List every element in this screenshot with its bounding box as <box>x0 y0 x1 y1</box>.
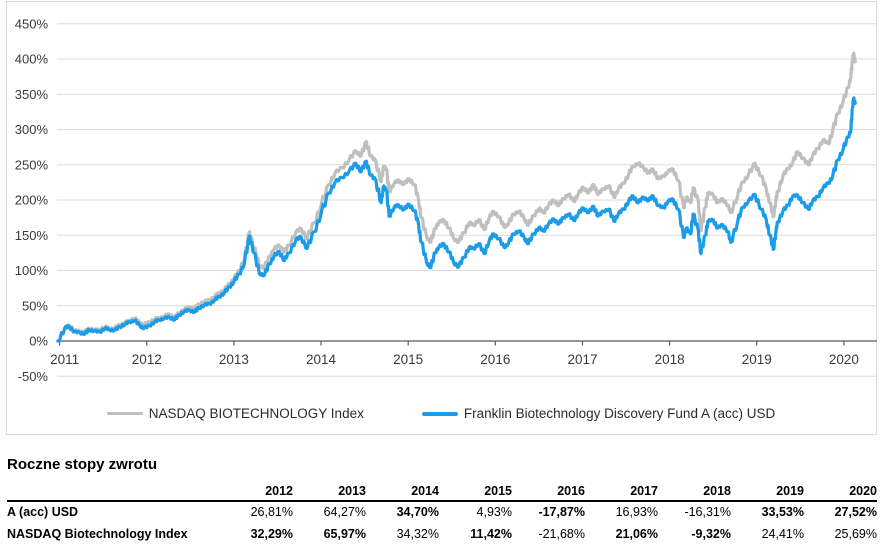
table-header-cell-year: 2013 <box>338 484 366 498</box>
table-cell-return: 34,70% <box>396 505 439 519</box>
table-header-cell-year: 2012 <box>265 484 293 498</box>
y-axis-label: 450% <box>15 16 49 31</box>
table-cell-return: 65,97% <box>323 526 366 541</box>
legend-line-swatch <box>106 412 143 415</box>
x-axis-label: 2019 <box>742 352 772 367</box>
y-axis-label: 50% <box>22 298 48 313</box>
table-header-cell-year: 2015 <box>484 484 512 498</box>
y-axis-label: 250% <box>15 157 49 172</box>
chart-legend: NASDAQ BIOTECHNOLOGY Index Franklin Biote… <box>0 406 882 421</box>
table-title: Roczne stopy zwrotu <box>7 456 158 473</box>
legend-label: NASDAQ BIOTECHNOLOGY Index <box>148 406 364 421</box>
y-axis-label: 400% <box>15 52 49 67</box>
table-cell-return: -16,31% <box>684 505 731 519</box>
y-axis-label: 150% <box>15 228 49 243</box>
returns-table: 2012 2013 2014 2015 2016 2017 2018 2019 2020 A (a… <box>7 484 877 545</box>
y-axis-label: -50% <box>18 369 49 384</box>
fund-line <box>56 96 857 343</box>
y-axis-label: 100% <box>15 263 49 278</box>
legend-line-swatch <box>421 411 458 416</box>
annual-returns-section: Roczne stopy zwrotu 2012 2013 2014 2015 2016… <box>7 456 877 545</box>
table-row-fund: A (acc) USD 26,81% 64,27% 34,70% 4,93% -17,87… <box>7 502 877 524</box>
table-header-row: 2012 2013 2014 2015 2016 2017 2018 2019 2020 <box>7 484 877 502</box>
table-cell-return: 16,93% <box>615 505 658 519</box>
table-cell-return: 64,27% <box>323 505 366 519</box>
x-axis-label: 2011 <box>50 352 79 367</box>
table-header-cell-year: 2017 <box>630 484 658 498</box>
table-cell-return: 32,29% <box>250 526 293 541</box>
legend-label: Franklin Biotechnology Discovery Fund A … <box>463 406 776 421</box>
x-axis-label: 2013 <box>219 352 249 367</box>
y-axis-label: 200% <box>15 193 49 208</box>
table-header-cell-year: 2019 <box>776 484 804 498</box>
chart-frame <box>6 1 877 435</box>
table-row-label: NASDAQ Biotechnology Index <box>7 526 188 541</box>
y-axis-label: 0% <box>29 334 48 349</box>
table-cell-return: 11,42% <box>470 526 512 541</box>
table-cell-return: 24,41% <box>761 526 804 541</box>
table-header-cell-year: 2018 <box>703 484 731 498</box>
table-cell-return: 21,06% <box>615 526 658 541</box>
table-cell-return: 4,93% <box>476 505 512 519</box>
table-cell-return: 33,53% <box>761 505 804 519</box>
x-axis-label: 2012 <box>132 352 162 367</box>
table-header-cell-year: 2016 <box>557 484 585 498</box>
x-axis-label: 2014 <box>306 352 337 367</box>
table-row-label: A (acc) USD <box>7 505 79 519</box>
table-cell-return: -21,68% <box>538 526 585 541</box>
nasdaq-index-line <box>56 51 857 343</box>
table-cell-return: -9,32% <box>691 526 731 541</box>
table-header-cell-year: 2014 <box>411 484 439 498</box>
x-axis-label: 2016 <box>480 352 510 367</box>
table-header-cell-year: 2020 <box>849 484 877 498</box>
legend-item-fund: Franklin Biotechnology Discovery Fund A … <box>421 406 776 421</box>
performance-chart: 450% 400% 350% 300% 250% 200% 150% 100% 50% 0% -50… <box>15 16 877 384</box>
table-cell-return: 26,81% <box>250 505 293 519</box>
legend-item-nasdaq-index: NASDAQ BIOTECHNOLOGY Index <box>106 406 364 421</box>
table-cell-return: 34,32% <box>396 526 439 541</box>
y-axis-label: 300% <box>15 122 49 137</box>
x-axis-label: 2017 <box>567 352 597 367</box>
y-axis-label: 350% <box>15 87 49 102</box>
x-axis-label: 2020 <box>829 352 859 367</box>
table-cell-return: -17,87% <box>538 505 585 519</box>
x-axis-label: 2015 <box>393 352 423 367</box>
x-axis-label: 2018 <box>655 352 685 367</box>
table-row-index: NASDAQ Biotechnology Index 32,29% 65,97% 34… <box>7 524 877 546</box>
table-cell-return: 27,52% <box>834 505 877 519</box>
table-cell-return: 25,69% <box>834 526 877 541</box>
